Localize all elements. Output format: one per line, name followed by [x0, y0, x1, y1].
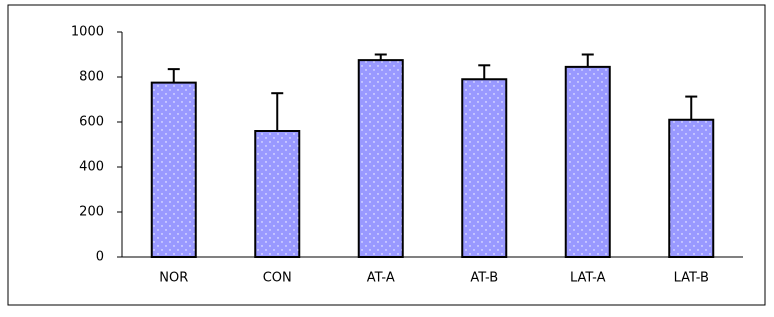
bar-texture [566, 67, 609, 256]
bar-texture [256, 132, 299, 256]
bar-texture [359, 61, 402, 256]
x-tick-label: LAT-B [674, 271, 709, 286]
y-tick-label: 0 [96, 250, 104, 265]
y-tick-label: 1000 [71, 25, 104, 40]
bar-texture [152, 83, 195, 256]
x-tick-label: LAT-A [570, 271, 606, 286]
y-tick-label: 600 [79, 115, 104, 130]
frame [7, 4, 766, 306]
x-tick-label: NOR [159, 271, 188, 286]
x-tick-label: CON [263, 271, 292, 286]
y-tick-label: 800 [79, 70, 104, 85]
bar-texture [463, 80, 506, 256]
bar-texture [670, 120, 713, 256]
x-tick-label: AT-A [367, 271, 395, 286]
y-tick-label: 200 [79, 205, 104, 220]
x-tick-label: AT-B [470, 271, 498, 286]
y-tick-label: 400 [79, 160, 104, 175]
